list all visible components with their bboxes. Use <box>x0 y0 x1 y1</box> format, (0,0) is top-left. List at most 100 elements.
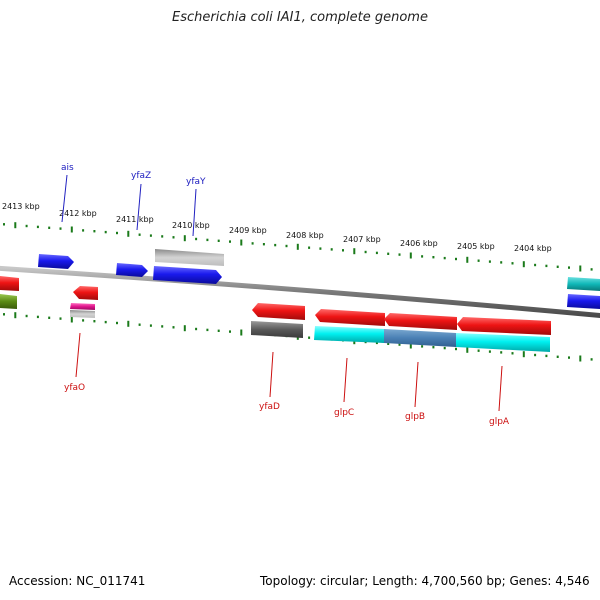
minor-tick <box>534 263 537 267</box>
minor-tick <box>568 266 570 269</box>
minor-tick <box>432 256 435 259</box>
minor-tick <box>274 243 277 247</box>
minor-tick <box>330 248 333 251</box>
tick-label-2404: 2404 kbp <box>514 244 552 253</box>
tick-label-2411: 2411 kbp <box>116 215 154 224</box>
major-tick <box>466 346 469 353</box>
label-glpC: glpC <box>334 408 354 418</box>
minor-tick <box>104 320 107 324</box>
minor-tick <box>82 319 85 322</box>
minor-tick <box>93 320 96 323</box>
minor-tick <box>398 253 401 256</box>
minor-tick <box>432 346 435 349</box>
minor-tick <box>308 246 311 249</box>
minor-tick <box>195 327 198 331</box>
gene-glpA[interactable] <box>457 317 551 335</box>
gene-left-red[interactable] <box>0 276 19 291</box>
gene-yfaD-dark[interactable] <box>251 321 303 338</box>
minor-tick <box>172 236 175 239</box>
minor-tick <box>500 261 503 264</box>
major-tick <box>183 325 186 332</box>
tick-label-2412: 2412 kbp <box>59 209 97 218</box>
minor-tick <box>398 343 401 346</box>
minor-tick <box>488 260 491 263</box>
major-tick <box>183 235 186 242</box>
minor-tick <box>477 349 480 352</box>
major-tick <box>70 226 73 233</box>
label-yfaO: yfaO <box>64 383 85 393</box>
minor-tick <box>59 317 62 320</box>
leader-glpA <box>498 365 503 412</box>
minor-tick <box>229 330 231 333</box>
minor-tick <box>149 324 152 327</box>
label-yfaY: yfaY <box>186 177 206 187</box>
minor-tick <box>3 313 5 316</box>
gene-ais[interactable] <box>38 254 74 269</box>
gene-glp-cyan-a[interactable] <box>314 326 384 343</box>
minor-tick <box>545 264 548 268</box>
gene-glpB[interactable] <box>384 313 457 330</box>
major-tick <box>296 243 299 250</box>
minor-tick <box>308 336 311 339</box>
minor-tick <box>93 230 96 233</box>
minor-tick <box>443 256 446 260</box>
genome-backbone <box>0 265 600 319</box>
minor-tick <box>138 323 141 326</box>
minor-tick <box>149 234 152 237</box>
minor-tick <box>161 235 164 238</box>
gene-yfaY-gray[interactable] <box>155 249 224 266</box>
label-yfaZ: yfaZ <box>131 171 151 181</box>
gene-glp-cyan-b[interactable] <box>456 333 550 352</box>
minor-tick <box>455 347 457 351</box>
map-title: Escherichia coli IAI1, complete genome <box>172 10 428 25</box>
minor-tick <box>82 229 85 232</box>
leader-yfaY <box>192 188 197 237</box>
minor-tick <box>387 252 390 255</box>
major-tick <box>127 230 130 237</box>
minor-tick <box>172 326 175 329</box>
minor-tick <box>251 242 254 245</box>
minor-tick <box>590 358 593 361</box>
gene-yfaO-magenta[interactable] <box>70 303 95 310</box>
gene-left-olive[interactable] <box>0 294 17 309</box>
minor-tick <box>25 224 28 228</box>
minor-tick <box>387 342 390 345</box>
minor-tick <box>25 314 28 318</box>
gene-glp-steel[interactable] <box>384 329 456 347</box>
minor-tick <box>3 223 5 226</box>
gene-yfaD[interactable] <box>252 303 305 320</box>
minor-tick <box>590 268 593 271</box>
tick-label-2413: 2413 kbp <box>2 202 40 211</box>
major-tick <box>353 248 356 255</box>
leader-glpC <box>343 357 348 403</box>
topology-text: Topology: circular; Length: 4,700,560 bp… <box>260 574 590 588</box>
gene-glpC[interactable] <box>315 309 385 326</box>
minor-tick <box>48 316 51 319</box>
minor-tick <box>138 233 141 236</box>
gene-right-teal[interactable] <box>567 277 600 291</box>
major-tick <box>579 355 582 362</box>
minor-tick <box>364 250 367 254</box>
gene-yfaO[interactable] <box>73 286 98 300</box>
major-tick <box>522 351 525 358</box>
gene-right-blue[interactable] <box>567 294 600 309</box>
major-tick <box>409 342 412 349</box>
major-tick <box>14 222 17 229</box>
minor-tick <box>375 251 378 255</box>
minor-tick <box>455 257 457 261</box>
gene-yfaY[interactable] <box>153 266 222 284</box>
tick-label-2406: 2406 kbp <box>400 239 438 248</box>
leader-yfaO <box>75 332 81 378</box>
gene-yfaZ[interactable] <box>116 263 148 277</box>
major-tick <box>14 312 17 319</box>
minor-tick <box>161 325 164 328</box>
leader-yfaD <box>269 351 274 398</box>
major-tick <box>579 265 582 272</box>
minor-tick <box>556 355 559 358</box>
minor-tick <box>36 225 39 229</box>
minor-tick <box>421 255 424 258</box>
minor-tick <box>206 238 209 242</box>
minor-tick <box>116 231 118 235</box>
gene-yfaO-gray[interactable] <box>70 310 95 318</box>
